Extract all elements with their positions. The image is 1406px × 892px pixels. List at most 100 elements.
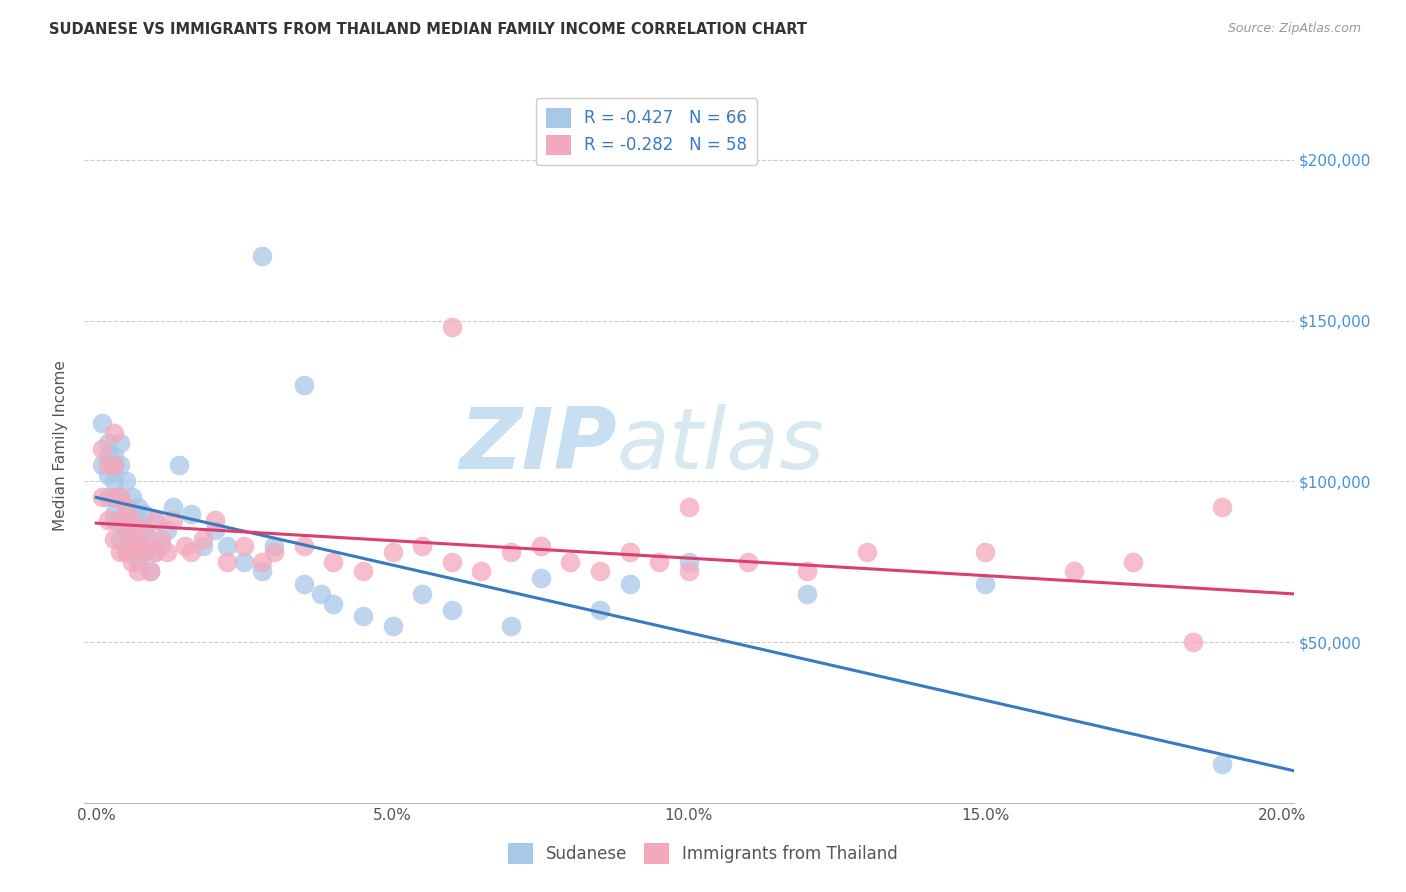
Point bbox=[108, 533, 131, 547]
Point bbox=[263, 539, 285, 553]
Point bbox=[796, 587, 818, 601]
Point bbox=[103, 458, 125, 473]
Point bbox=[115, 475, 138, 489]
Point bbox=[250, 555, 273, 569]
Point bbox=[440, 320, 463, 334]
Point bbox=[97, 458, 120, 473]
Point bbox=[440, 555, 463, 569]
Point bbox=[108, 491, 131, 505]
Point bbox=[121, 523, 143, 537]
Point bbox=[311, 587, 333, 601]
Point bbox=[121, 533, 143, 547]
Point bbox=[91, 442, 114, 457]
Point bbox=[132, 523, 155, 537]
Point bbox=[145, 545, 167, 559]
Point bbox=[103, 491, 125, 505]
Point bbox=[678, 555, 700, 569]
Text: ZIP: ZIP bbox=[458, 404, 616, 488]
Point bbox=[1181, 635, 1204, 649]
Point bbox=[138, 539, 160, 553]
Point bbox=[145, 545, 167, 559]
Point bbox=[174, 539, 197, 553]
Point bbox=[233, 539, 256, 553]
Point bbox=[1211, 500, 1233, 514]
Point bbox=[121, 513, 143, 527]
Point bbox=[150, 539, 173, 553]
Point bbox=[97, 513, 120, 527]
Point bbox=[648, 555, 671, 569]
Point bbox=[191, 533, 214, 547]
Text: Source: ZipAtlas.com: Source: ZipAtlas.com bbox=[1227, 22, 1361, 36]
Point bbox=[115, 500, 138, 514]
Point bbox=[97, 449, 120, 463]
Point bbox=[108, 513, 131, 527]
Text: atlas: atlas bbox=[616, 404, 824, 488]
Y-axis label: Median Family Income: Median Family Income bbox=[53, 360, 69, 532]
Point bbox=[108, 491, 131, 505]
Point bbox=[1122, 555, 1144, 569]
Point bbox=[138, 565, 160, 579]
Point bbox=[233, 555, 256, 569]
Point bbox=[121, 491, 143, 505]
Point bbox=[97, 467, 120, 482]
Point bbox=[215, 555, 238, 569]
Point bbox=[91, 458, 114, 473]
Point bbox=[108, 458, 131, 473]
Point bbox=[103, 449, 125, 463]
Point bbox=[215, 539, 238, 553]
Point bbox=[530, 571, 553, 585]
Point bbox=[91, 491, 114, 505]
Point bbox=[381, 619, 404, 633]
Point bbox=[974, 545, 997, 559]
Point bbox=[97, 435, 120, 450]
Point bbox=[292, 577, 315, 591]
Point bbox=[352, 609, 374, 624]
Point bbox=[115, 545, 138, 559]
Point bbox=[470, 565, 492, 579]
Point bbox=[1063, 565, 1085, 579]
Point bbox=[103, 475, 125, 489]
Point bbox=[127, 500, 149, 514]
Point bbox=[138, 565, 160, 579]
Legend: Sudanese, Immigrants from Thailand: Sudanese, Immigrants from Thailand bbox=[501, 837, 905, 871]
Point bbox=[115, 545, 138, 559]
Point bbox=[156, 545, 179, 559]
Legend: R = -0.427   N = 66, R = -0.282   N = 58: R = -0.427 N = 66, R = -0.282 N = 58 bbox=[536, 97, 758, 165]
Point bbox=[796, 565, 818, 579]
Point bbox=[381, 545, 404, 559]
Point bbox=[103, 513, 125, 527]
Point bbox=[127, 539, 149, 553]
Point bbox=[250, 565, 273, 579]
Point bbox=[411, 587, 433, 601]
Point bbox=[145, 513, 167, 527]
Point bbox=[180, 545, 202, 559]
Point bbox=[132, 507, 155, 521]
Point bbox=[127, 555, 149, 569]
Point bbox=[619, 577, 641, 591]
Point bbox=[560, 555, 582, 569]
Point bbox=[108, 545, 131, 559]
Point bbox=[737, 555, 759, 569]
Point bbox=[974, 577, 997, 591]
Point bbox=[121, 513, 143, 527]
Point bbox=[589, 565, 612, 579]
Point bbox=[292, 539, 315, 553]
Point bbox=[250, 249, 273, 263]
Point bbox=[103, 458, 125, 473]
Point bbox=[138, 533, 160, 547]
Point bbox=[132, 523, 155, 537]
Point bbox=[678, 500, 700, 514]
Point bbox=[103, 426, 125, 441]
Point bbox=[127, 565, 149, 579]
Point bbox=[501, 619, 523, 633]
Point bbox=[115, 500, 138, 514]
Point bbox=[103, 533, 125, 547]
Text: SUDANESE VS IMMIGRANTS FROM THAILAND MEDIAN FAMILY INCOME CORRELATION CHART: SUDANESE VS IMMIGRANTS FROM THAILAND MED… bbox=[49, 22, 807, 37]
Point bbox=[204, 523, 226, 537]
Point bbox=[167, 458, 190, 473]
Point bbox=[1211, 757, 1233, 772]
Point bbox=[411, 539, 433, 553]
Point bbox=[127, 539, 149, 553]
Point bbox=[132, 545, 155, 559]
Point bbox=[292, 378, 315, 392]
